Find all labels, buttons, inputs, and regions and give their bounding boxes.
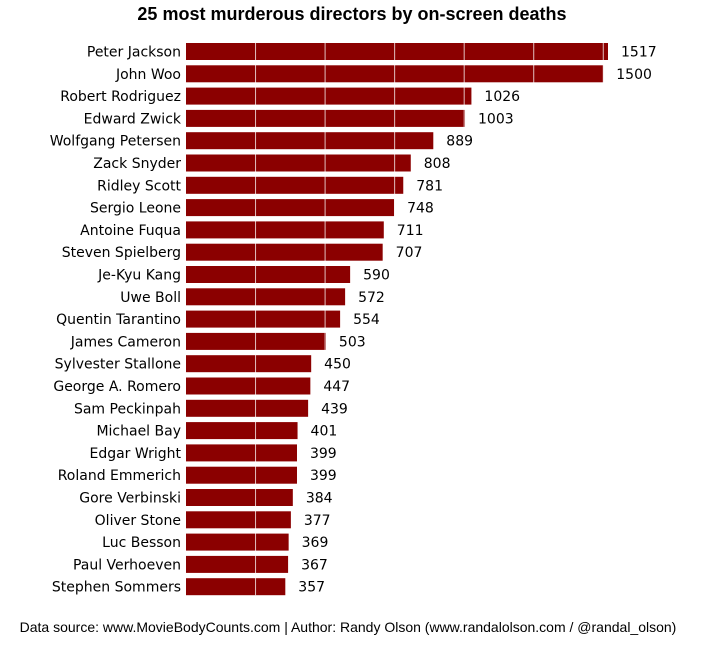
value-label: 889 xyxy=(446,134,473,150)
category-label: Michael Bay xyxy=(96,424,181,440)
category-label: Oliver Stone xyxy=(95,513,181,529)
value-label: 1517 xyxy=(621,45,657,61)
value-label: 1026 xyxy=(484,89,520,105)
value-label: 707 xyxy=(396,245,423,261)
value-label: 369 xyxy=(302,535,329,551)
bar-robert-rodriguez xyxy=(186,87,472,105)
category-label: George A. Romero xyxy=(53,379,181,395)
value-label: 439 xyxy=(321,401,348,417)
category-label: Edward Zwick xyxy=(84,111,182,127)
bar-zack-snyder xyxy=(186,154,411,172)
value-label: 450 xyxy=(324,357,351,373)
footer-credit: Data source: www.MovieBodyCounts.com | A… xyxy=(20,619,677,635)
bar-uwe-boll xyxy=(186,288,346,306)
value-label: 399 xyxy=(310,446,337,462)
bar-sergio-leone xyxy=(186,199,395,217)
value-label: 1500 xyxy=(616,67,652,83)
category-label: Wolfgang Petersen xyxy=(50,134,181,150)
bar-antoine-fuqua xyxy=(186,221,384,239)
value-label: 1003 xyxy=(478,111,514,127)
category-label: Uwe Boll xyxy=(120,290,181,306)
category-label: Stephen Sommers xyxy=(52,580,181,596)
category-label: Je-Kyu Kang xyxy=(97,268,181,284)
value-label: 447 xyxy=(323,379,350,395)
value-label: 572 xyxy=(358,290,385,306)
category-label: John Woo xyxy=(115,67,181,83)
value-label: 401 xyxy=(311,424,338,440)
category-label: Gore Verbinski xyxy=(79,491,181,507)
value-label: 590 xyxy=(363,268,390,284)
category-label: Zack Snyder xyxy=(93,156,181,172)
bar-peter-jackson xyxy=(186,43,608,60)
bar-sam-peckinpah xyxy=(186,399,309,417)
category-label: Sam Peckinpah xyxy=(74,401,181,417)
bar-roland-emmerich xyxy=(186,466,297,484)
category-label: Peter Jackson xyxy=(87,45,181,61)
category-label: Robert Rodriguez xyxy=(60,89,181,105)
value-label: 384 xyxy=(306,491,333,507)
bar-wolfgang-petersen xyxy=(186,132,434,150)
category-labels-group: Peter Jackson John Woo Robert Rodriguez Edw… xyxy=(50,45,182,596)
category-label: Quentin Tarantino xyxy=(56,312,181,328)
value-label: 554 xyxy=(353,312,380,328)
value-label: 808 xyxy=(424,156,451,172)
bar-paul-verhoeven xyxy=(186,555,289,573)
bar-je-kyu-kang xyxy=(186,266,351,283)
bar-michael-bay xyxy=(186,422,298,440)
category-label: Sylvester Stallone xyxy=(55,357,181,373)
value-label: 357 xyxy=(298,580,325,596)
value-label: 367 xyxy=(301,557,328,573)
bar-stephen-sommers xyxy=(186,578,286,596)
value-label: 748 xyxy=(407,201,434,217)
category-label: Roland Emmerich xyxy=(58,468,181,484)
bar-oliver-stone xyxy=(186,511,291,529)
bar-steven-spielberg xyxy=(186,243,383,261)
category-label: Sergio Leone xyxy=(90,201,181,217)
category-label: Antoine Fuqua xyxy=(80,223,181,239)
bar-sylvester-stallone xyxy=(186,355,312,373)
value-label: 399 xyxy=(310,468,337,484)
value-label: 377 xyxy=(304,513,331,529)
category-label: Ridley Scott xyxy=(97,178,181,194)
category-label: Paul Verhoeven xyxy=(73,557,181,573)
category-label: Steven Spielberg xyxy=(62,245,181,261)
bar-george-a-romero xyxy=(186,377,311,395)
bar-quentin-tarantino xyxy=(186,310,341,328)
value-labels-group: 1517 1500 1026 1003 889 808 781 748 711 707 590 572… xyxy=(298,45,656,596)
value-label: 503 xyxy=(339,334,366,350)
category-label: James Cameron xyxy=(70,334,181,350)
bars-group xyxy=(186,43,608,596)
category-label: Luc Besson xyxy=(102,535,181,551)
value-label: 711 xyxy=(397,223,424,239)
bar-ridley-scott xyxy=(186,176,404,194)
gridlines-group xyxy=(255,43,604,596)
value-label: 781 xyxy=(416,178,443,194)
bar-edgar-wright xyxy=(186,444,297,462)
bar-luc-besson xyxy=(186,533,289,551)
chart-title: 25 most murderous directors by on-screen… xyxy=(137,4,566,24)
category-label: Edgar Wright xyxy=(89,446,181,462)
bar-gore-verbinski xyxy=(186,489,293,506)
